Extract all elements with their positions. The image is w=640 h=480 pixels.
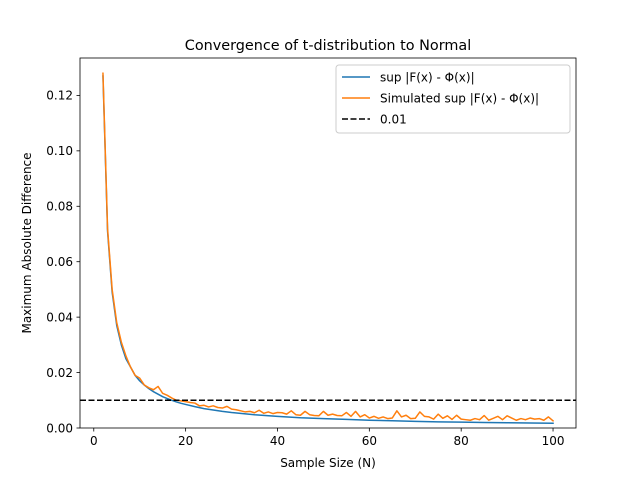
legend-label-1: Simulated sup |F(x) - Φ(x)| — [380, 92, 539, 106]
x-tick-label: 40 — [270, 434, 285, 448]
x-tick-label: 60 — [362, 434, 377, 448]
legend-label-0: sup |F(x) - Φ(x)| — [380, 71, 475, 85]
x-tick-label: 0 — [90, 434, 98, 448]
legend: sup |F(x) - Φ(x)| Simulated sup |F(x) - Φ… — [335, 64, 571, 134]
x-axis-label: Sample Size (N) — [280, 456, 376, 470]
y-tick-label: 0.12 — [46, 89, 73, 103]
x-tick-label: 80 — [454, 434, 469, 448]
chart-title: Convergence of t-distribution to Normal — [185, 38, 471, 54]
y-tick-label: 0.02 — [46, 366, 73, 380]
x-tick-label: 100 — [542, 434, 565, 448]
plot-area — [79, 57, 577, 429]
axes-frame — [79, 57, 577, 429]
axis-ticks: 0 20 40 60 80 100 0.00 0.02 0.04 0.06 0.08 0.10 0.12 — [46, 89, 564, 448]
y-tick-label: 0.08 — [46, 200, 73, 214]
y-tick-label: 0.00 — [46, 421, 73, 435]
y-axis-label: Maximum Absolute Difference — [20, 152, 34, 333]
y-tick-label: 0.04 — [46, 310, 73, 324]
legend-box — [335, 64, 571, 134]
y-tick-label: 0.10 — [46, 144, 73, 158]
x-tick-label: 20 — [178, 434, 193, 448]
legend-label-2: 0.01 — [380, 113, 407, 127]
y-tick-label: 0.06 — [46, 255, 73, 269]
